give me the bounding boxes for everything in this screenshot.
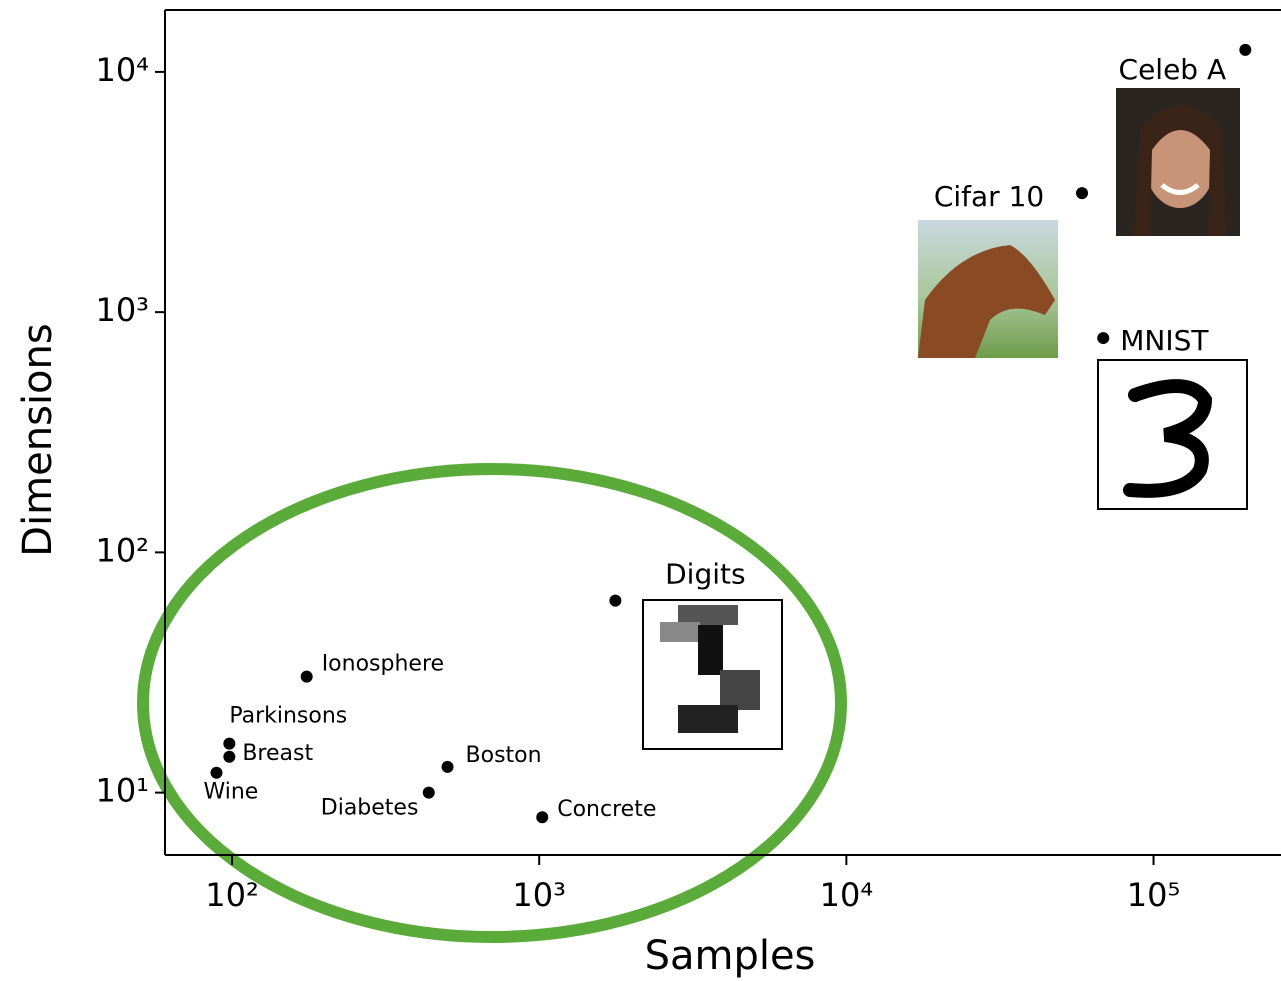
point <box>442 761 454 773</box>
x-tick-label: 10⁵ <box>1127 876 1181 914</box>
point <box>536 811 548 823</box>
point <box>1239 44 1251 56</box>
point-label: Parkinsons <box>229 704 347 729</box>
point-label: Boston <box>466 743 542 768</box>
point <box>1076 187 1088 199</box>
point-label: Wine <box>203 780 258 805</box>
y-tick-label: 10³ <box>95 291 149 329</box>
x-tick-label: 10³ <box>512 876 566 914</box>
point-label: MNIST <box>1120 324 1209 357</box>
mnist-image <box>1098 360 1247 509</box>
point <box>301 671 313 683</box>
point-label: Cifar 10 <box>934 180 1044 213</box>
y-tick-label: 10² <box>95 531 149 569</box>
point-label: Diabetes <box>321 796 419 821</box>
point <box>1097 332 1109 344</box>
celeba-image <box>1116 88 1240 236</box>
point-label: Concrete <box>557 797 656 822</box>
x-tick-label: 10² <box>205 876 259 914</box>
y-axis-label: Dimensions <box>15 323 61 556</box>
x-axis-label: Samples <box>645 933 816 979</box>
chart: Samples Dimensions 10² 10³ 10⁴ 10⁵ 10¹ 10² 10³… <box>0 0 1281 981</box>
point-label: Celeb A <box>1119 53 1227 86</box>
point-label: Breast <box>242 741 313 766</box>
x-tick-label: 10⁴ <box>820 876 874 914</box>
cifar-image <box>918 220 1058 358</box>
point <box>210 767 222 779</box>
y-tick-label: 10¹ <box>95 772 149 810</box>
point <box>223 751 235 763</box>
point <box>223 738 235 750</box>
digits-image <box>643 600 782 749</box>
point-label: Ionosphere <box>322 652 444 677</box>
y-tick-label: 10⁴ <box>95 51 149 89</box>
point-label: Digits <box>665 558 745 591</box>
point <box>609 595 621 607</box>
point <box>423 787 435 799</box>
